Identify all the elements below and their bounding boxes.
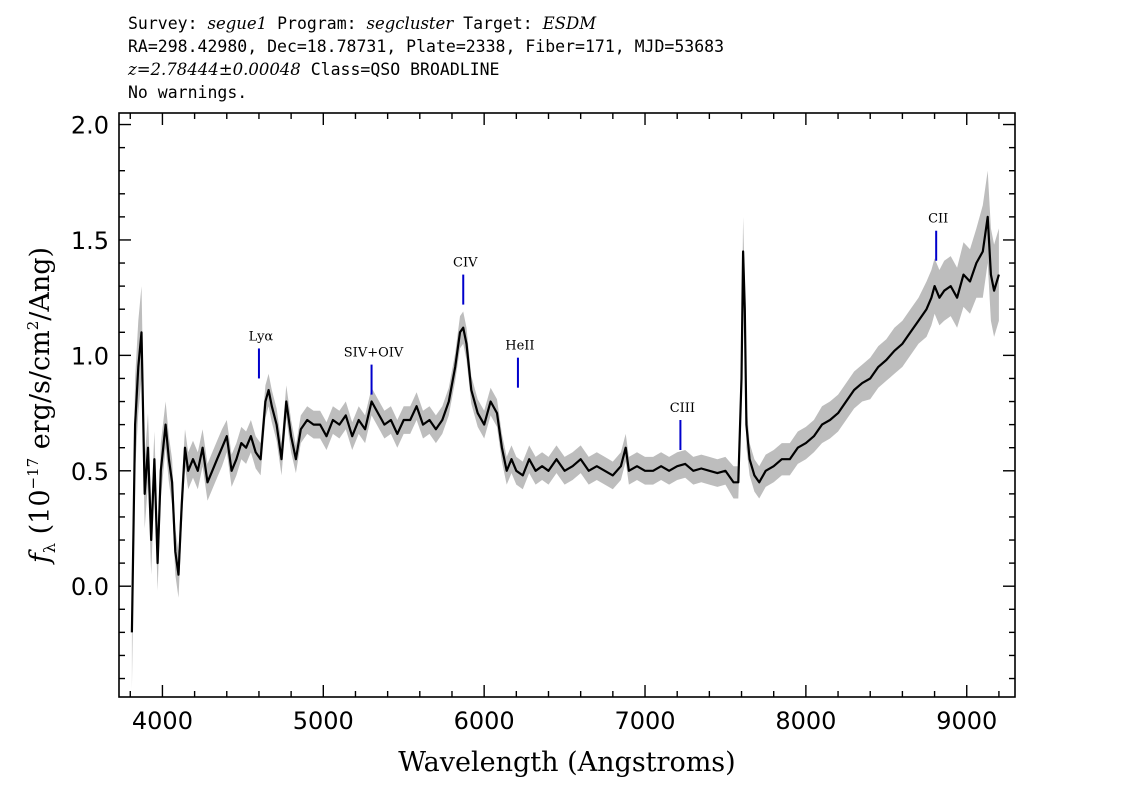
line-label-SIV+OIV: SIV+OIV <box>344 346 404 361</box>
x-tick-label: 5000 <box>293 707 354 735</box>
x-tick-label: 8000 <box>775 707 836 735</box>
y-axis-pre: (10 <box>25 489 56 542</box>
spectrum-header: Survey: segue1 Program: segcluster Targe… <box>128 12 724 104</box>
x-tick-label: 7000 <box>614 707 675 735</box>
emission-line-markers: Lyα SIV+OIV CIV HeII CIII CII <box>249 212 948 451</box>
program-value: segcluster <box>366 14 454 33</box>
program-label: Program: <box>267 14 367 33</box>
axis-ticks <box>119 113 1015 697</box>
y-tick-label: 2.0 <box>71 112 109 140</box>
y-axis-title: fλ (10−17 erg/s/cm2/Ang) <box>24 247 59 565</box>
line-label-CIV: CIV <box>453 256 478 271</box>
x-axis-title: Wavelength (Angstroms) <box>398 747 735 778</box>
x-tick-label: 6000 <box>454 707 515 735</box>
y-axis-exp2: 2 <box>24 321 42 331</box>
redshift-value: z=2.78444±0.00048 <box>128 60 301 79</box>
axis-tick-labels: 4000 5000 6000 7000 8000 9000 0.0 0.5 1.0 1.5 2.0 <box>71 112 997 735</box>
line-label-CIII: CIII <box>670 401 695 416</box>
line-label-Lyα: Lyα <box>249 329 274 344</box>
class-text: Class=QSO BROADLINE <box>300 60 500 79</box>
y-axis-subscript: λ <box>40 543 59 553</box>
warnings-line: No warnings. <box>128 83 248 102</box>
line-label-HeII: HeII <box>505 339 534 354</box>
survey-label: Survey: <box>128 14 208 33</box>
x-tick-label: 4000 <box>132 707 193 735</box>
y-axis-symbol: f <box>25 549 56 565</box>
y-tick-label: 1.0 <box>71 342 109 370</box>
y-tick-label: 0.0 <box>71 573 109 601</box>
y-axis-mid: erg/s/cm <box>25 330 56 458</box>
line-label-CII: CII <box>928 212 948 227</box>
coordinates-line: RA=298.42980, Dec=18.78731, Plate=2338, … <box>128 37 725 56</box>
y-tick-label: 0.5 <box>71 458 109 486</box>
error-band <box>131 170 999 691</box>
flux-line <box>130 215 1000 633</box>
y-axis-exp1: −17 <box>24 458 42 490</box>
y-axis-post: /Ang) <box>25 247 56 321</box>
target-value: ESDM <box>542 14 597 33</box>
x-tick-label: 9000 <box>936 707 997 735</box>
flux-series <box>130 215 1000 633</box>
survey-value: segue1 <box>207 14 268 33</box>
flux-error-band <box>131 170 999 691</box>
plot-frame <box>118 112 1016 698</box>
target-label: Target: <box>453 14 543 33</box>
y-tick-label: 1.5 <box>71 227 109 255</box>
